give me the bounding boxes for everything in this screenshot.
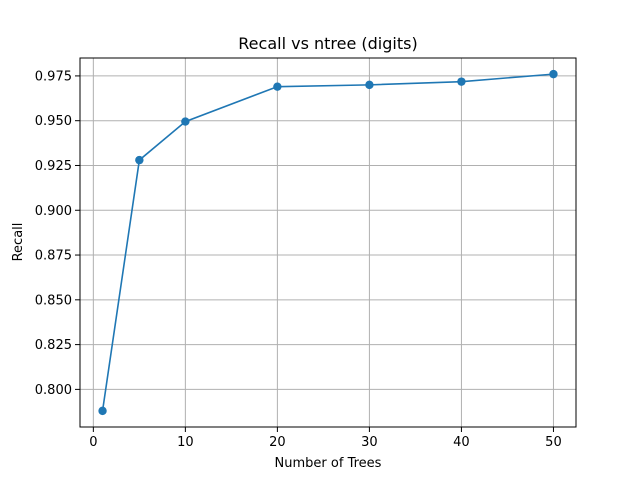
x-axis-ticks: 0 10 20 30 40 50	[89, 427, 562, 450]
data-point	[181, 117, 190, 126]
x-tick-label: 50	[545, 435, 562, 450]
x-tick-label: 20	[269, 435, 286, 450]
chart-title: Recall vs ntree (digits)	[238, 34, 417, 53]
y-tick-label: 0.800	[35, 383, 72, 398]
x-tick-label: 10	[177, 435, 194, 450]
data-point	[365, 80, 374, 90]
y-tick-label: 0.975	[35, 69, 72, 84]
series-line	[101, 73, 554, 411]
y-tick-label: 0.875	[35, 249, 72, 264]
plot-frame	[79, 57, 577, 428]
y-axis-label: Recall	[11, 223, 26, 262]
data-point	[273, 82, 282, 91]
series-layer	[98, 69, 558, 416]
y-tick-label: 0.900	[35, 204, 72, 219]
data-point	[98, 406, 107, 416]
y-tick-label: 0.850	[35, 293, 72, 308]
y-tick-label: 0.925	[35, 159, 72, 174]
x-axis-label: Number of Trees	[275, 456, 382, 471]
grid-lines	[80, 58, 576, 427]
y-tick-label: 0.950	[35, 114, 72, 129]
y-tick-label: 0.825	[35, 338, 72, 353]
y-axis-ticks: 0.800 0.825 0.850 0.875 0.900 0.925 0.950 0.975	[35, 69, 80, 398]
x-tick-label: 0	[89, 435, 97, 450]
data-point	[549, 69, 558, 79]
x-tick-label: 30	[361, 435, 378, 450]
x-tick-label: 40	[453, 435, 470, 450]
data-point	[457, 77, 466, 86]
data-point	[135, 155, 144, 165]
